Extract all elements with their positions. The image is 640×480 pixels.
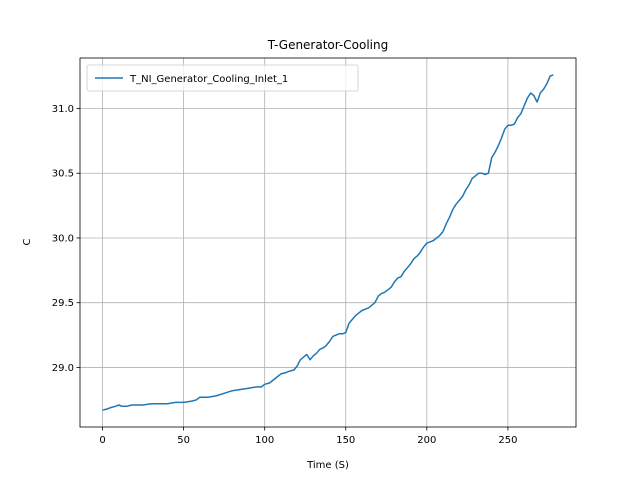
x-tick-label: 150 <box>336 435 355 446</box>
plot-frame <box>79 57 577 428</box>
grid-lines <box>80 58 576 427</box>
y-axis-ticks: 29.0 29.5 30.0 30.5 31.0 <box>52 104 80 374</box>
legend-box <box>86 64 359 92</box>
series-lines <box>102 74 554 411</box>
x-axis-label: Time (S) <box>306 460 349 471</box>
x-tick-label: 250 <box>498 435 517 446</box>
legend: T_NI_Generator_Cooling_Inlet_1 <box>86 64 359 92</box>
x-tick-label: 200 <box>417 435 436 446</box>
series-line <box>102 74 554 411</box>
y-tick-label: 30.0 <box>52 233 74 244</box>
y-tick-label: 31.0 <box>52 104 74 115</box>
x-tick-label: 50 <box>177 435 190 446</box>
chart-title: T-Generator-Cooling <box>267 38 388 52</box>
y-tick-label: 29.0 <box>52 363 74 374</box>
y-tick-label: 29.5 <box>52 298 74 309</box>
x-axis-ticks: 0 50 100 150 200 250 <box>99 427 517 446</box>
x-tick-label: 100 <box>255 435 274 446</box>
legend-label: T_NI_Generator_Cooling_Inlet_1 <box>129 74 288 85</box>
y-axis-label: C <box>22 238 33 245</box>
y-tick-label: 30.5 <box>52 169 74 180</box>
x-tick-label: 0 <box>99 435 105 446</box>
